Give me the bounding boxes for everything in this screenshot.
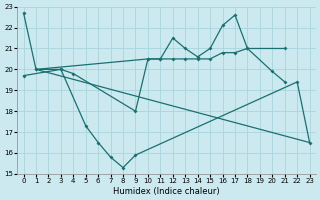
X-axis label: Humidex (Indice chaleur): Humidex (Indice chaleur) [113, 187, 220, 196]
